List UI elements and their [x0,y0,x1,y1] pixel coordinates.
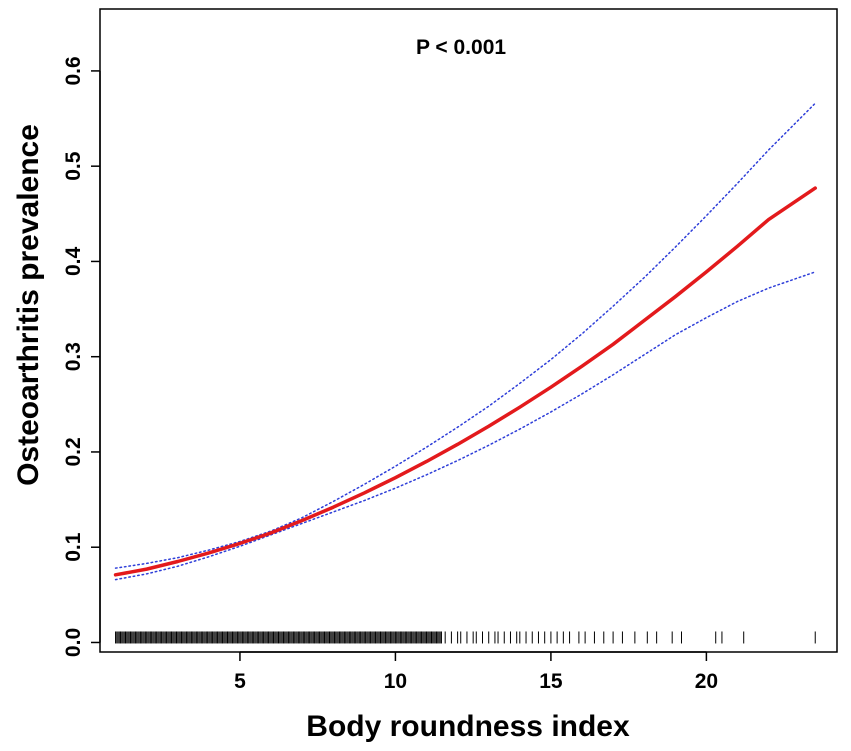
x-tick-label: 20 [695,670,718,693]
x-axis-title: Body roundness index [306,710,630,743]
y-tick-label: 0.2 [62,437,85,466]
y-tick-label: 0.5 [62,151,85,181]
series-line-lower-ci [114,271,816,581]
y-tick-label: 0.6 [62,56,85,85]
y-axis: 0.0 0.1 0.2 0.3 0.4 0.5 0.6 [62,56,101,657]
p-value-annotation: P < 0.001 [416,36,506,59]
series-line-estimate [113,186,817,577]
rug-marks [115,631,816,644]
y-tick-label: 0.3 [62,342,85,371]
x-tick-label: 5 [234,670,246,693]
x-tick-label: 10 [384,670,407,693]
x-tick-label: 15 [539,670,563,693]
y-tick-label: 0.1 [62,532,85,562]
plot-frame [99,8,838,653]
y-tick-label: 0.4 [62,247,85,277]
series-line-upper-ci [114,102,816,569]
y-tick-label: 0.0 [62,628,85,657]
series-lines [113,102,817,581]
y-axis-title: Osteoarthritis prevalence [12,124,45,486]
x-axis: 5 10 15 20 [234,651,718,693]
